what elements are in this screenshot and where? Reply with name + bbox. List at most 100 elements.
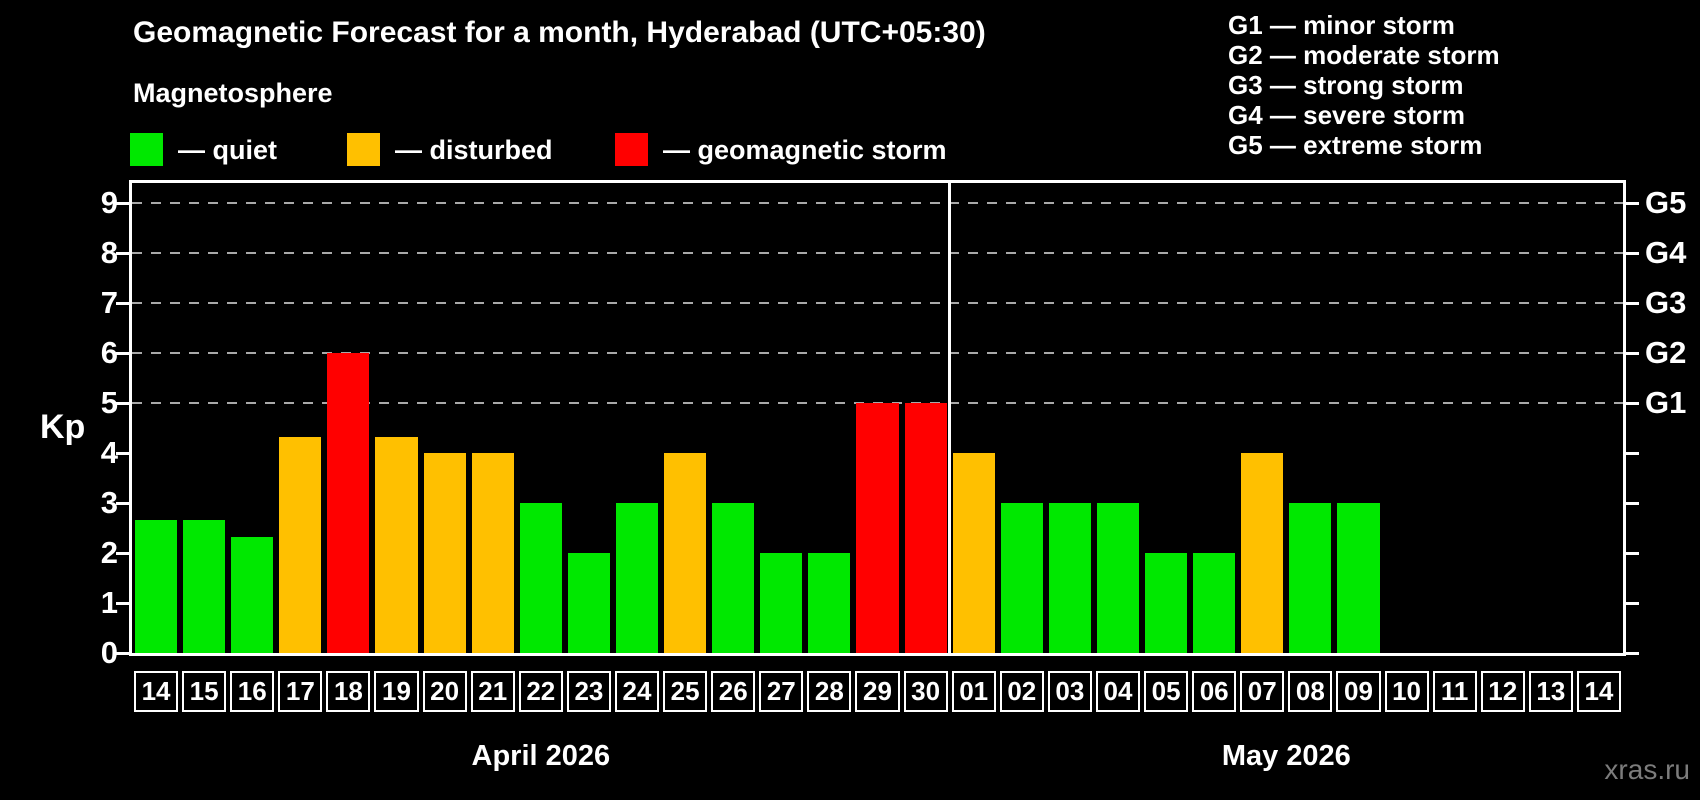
- date-cell-apr-18: 18: [326, 671, 371, 712]
- date-cell-apr-24: 24: [614, 671, 660, 712]
- g-axis-label-g4: G4: [1645, 235, 1687, 270]
- date-cell-may-04: 04: [1095, 671, 1141, 712]
- date-cell-apr-21: 21: [470, 671, 515, 712]
- y-axis-tick-right-1: [1626, 601, 1639, 605]
- plot-border-left: [129, 180, 132, 656]
- y-axis-tick-right-0: [1626, 651, 1639, 655]
- date-cell-apr-26: 26: [711, 671, 756, 712]
- kp-bar-apr-23: [567, 553, 610, 653]
- y-axis-tick-left-7: [116, 301, 129, 305]
- date-cell-apr-14: 14: [134, 671, 179, 712]
- date-cell-apr-17: 17: [278, 671, 323, 712]
- y-axis-tick-left-2: [116, 551, 129, 555]
- g5-legend-line: G5 — extreme storm: [1228, 130, 1483, 160]
- watermark-xras: xras.ru: [1604, 754, 1690, 785]
- y-axis-tick-right-9: [1626, 201, 1639, 205]
- g3-legend-line: G3 — strong storm: [1228, 70, 1464, 100]
- disturbed-legend-label: — disturbed: [395, 135, 553, 165]
- date-cell-may-01: 01: [951, 671, 996, 712]
- date-cell-may-02: 02: [999, 671, 1044, 712]
- kp-bar-may-08: [1289, 503, 1332, 653]
- kp-bar-apr-21: [471, 453, 514, 653]
- kp-bar-may-05: [1145, 553, 1188, 653]
- kp-bar-apr-24: [615, 503, 659, 653]
- date-cell-may-05: 05: [1144, 671, 1189, 712]
- kp-bar-apr-16: [231, 536, 274, 653]
- month-label-may: May 2026: [1221, 740, 1351, 772]
- date-cell-apr-29: 29: [855, 671, 900, 712]
- y-axis-title: Kp: [40, 408, 86, 446]
- y-axis-tick-left-6: [116, 351, 129, 355]
- y-tick-label-2: 2: [100, 535, 118, 570]
- y-tick-label-9: 9: [100, 185, 118, 220]
- plot-border-top: [131, 180, 1626, 183]
- date-cell-apr-16: 16: [230, 671, 275, 712]
- y-axis-tick-right-5: [1626, 401, 1639, 405]
- date-cell-may-11: 11: [1432, 671, 1477, 712]
- y-tick-label-3: 3: [100, 485, 118, 520]
- gridline-kp6: [132, 352, 1623, 354]
- chart-subtitle: Magnetosphere: [133, 78, 333, 108]
- kp-bar-apr-20: [423, 453, 466, 653]
- g-scale-legend: G1 — minor storm G2 — moderate storm G3 …: [1228, 10, 1500, 160]
- kp-bar-may-03: [1048, 503, 1091, 653]
- kp-bar-apr-27: [760, 553, 803, 653]
- kp-bar-apr-29: [856, 403, 899, 653]
- y-tick-label-1: 1: [100, 585, 118, 620]
- kp-bar-may-07: [1241, 453, 1284, 653]
- kp-bar-may-06: [1193, 553, 1236, 653]
- y-axis-tick-right-8: [1626, 251, 1639, 255]
- y-axis-tick-left-5: [116, 401, 129, 405]
- gridline-kp8: [132, 252, 1623, 254]
- kp-bar-may-04: [1096, 503, 1140, 653]
- month-separator-line: [948, 183, 952, 653]
- plot-border-bottom: [131, 653, 1626, 656]
- kp-bar-apr-19: [375, 436, 418, 653]
- kp-bar-apr-28: [808, 553, 851, 653]
- g-axis-label-g3: G3: [1645, 285, 1687, 320]
- y-axis-tick-left-4: [116, 451, 129, 455]
- month-label-april: April 2026: [471, 740, 611, 772]
- g-axis-label-g1: G1: [1645, 385, 1687, 420]
- date-cell-may-12: 12: [1480, 671, 1525, 712]
- date-cell-apr-20: 20: [422, 671, 467, 712]
- date-cell-may-14: 14: [1576, 671, 1621, 712]
- kp-bar-may-01: [952, 453, 995, 653]
- date-cell-may-09: 09: [1336, 671, 1381, 712]
- date-cell-apr-25: 25: [663, 671, 708, 712]
- date-cell-apr-23: 23: [566, 671, 611, 712]
- status-legend: — quiet — disturbed — geomagnetic storm: [0, 133, 1100, 169]
- date-cell-apr-30: 30: [903, 671, 948, 712]
- storm-legend-swatch: [615, 133, 648, 166]
- quiet-legend-swatch: [130, 133, 163, 166]
- y-axis-tick-left-8: [116, 251, 129, 255]
- storm-legend-label: — geomagnetic storm: [663, 135, 947, 165]
- g1-legend-line: G1 — minor storm: [1228, 10, 1455, 40]
- y-axis-tick-right-7: [1626, 301, 1639, 305]
- kp-bar-apr-25: [664, 453, 707, 653]
- date-cell-may-06: 06: [1192, 671, 1237, 712]
- kp-bar-apr-14: [135, 519, 178, 653]
- g-axis-label-g2: G2: [1645, 335, 1687, 370]
- date-cell-apr-15: 15: [182, 671, 227, 712]
- y-axis-tick-right-4: [1626, 451, 1639, 455]
- date-cell-apr-22: 22: [518, 671, 563, 712]
- y-axis-tick-right-6: [1626, 351, 1639, 355]
- y-axis-tick-left-3: [116, 501, 129, 505]
- date-cell-may-07: 07: [1240, 671, 1285, 712]
- g-axis-label-g5: G5: [1645, 185, 1687, 220]
- gridline-kp9: [132, 202, 1623, 204]
- g2-legend-line: G2 — moderate storm: [1228, 40, 1500, 70]
- y-tick-label-5: 5: [100, 385, 118, 420]
- gridline-kp7: [132, 302, 1623, 304]
- y-axis-tick-left-0: [116, 651, 129, 655]
- quiet-legend-label: — quiet: [178, 135, 277, 165]
- kp-bar-apr-30: [904, 403, 947, 653]
- date-cell-may-13: 13: [1528, 671, 1573, 712]
- disturbed-legend-swatch: [347, 133, 380, 166]
- date-cell-apr-27: 27: [759, 671, 804, 712]
- y-tick-label-0: 0: [100, 635, 118, 670]
- date-cell-may-03: 03: [1047, 671, 1092, 712]
- chart-title: Geomagnetic Forecast for a month, Hydera…: [133, 16, 986, 49]
